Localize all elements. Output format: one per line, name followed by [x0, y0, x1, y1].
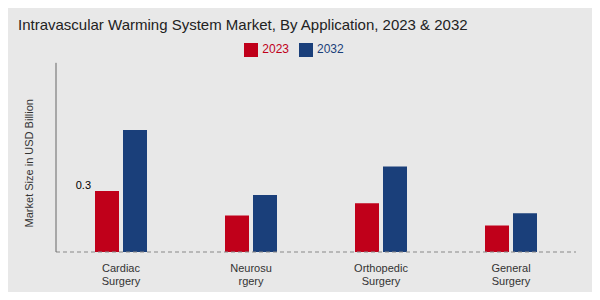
html-text:Intravascular Warming System M: Intravascular Warming System Market, By … — [18, 16, 468, 33]
svg-text:OrthopedicSurgery: OrthopedicSurgery — [354, 262, 408, 287]
svg-text:Neurosurgery: Neurosurgery — [230, 262, 272, 287]
svg-text:0.3: 0.3 — [76, 179, 91, 191]
svg-text:GeneralSurgery: GeneralSurgery — [491, 262, 530, 287]
html-text:2032: 2032 — [317, 42, 344, 56]
svg-text:Market Size in USD Billion: Market Size in USD Billion — [23, 99, 35, 227]
svg-text:CardiacSurgery: CardiacSurgery — [102, 262, 141, 287]
html-text:2023: 2023 — [262, 42, 289, 56]
